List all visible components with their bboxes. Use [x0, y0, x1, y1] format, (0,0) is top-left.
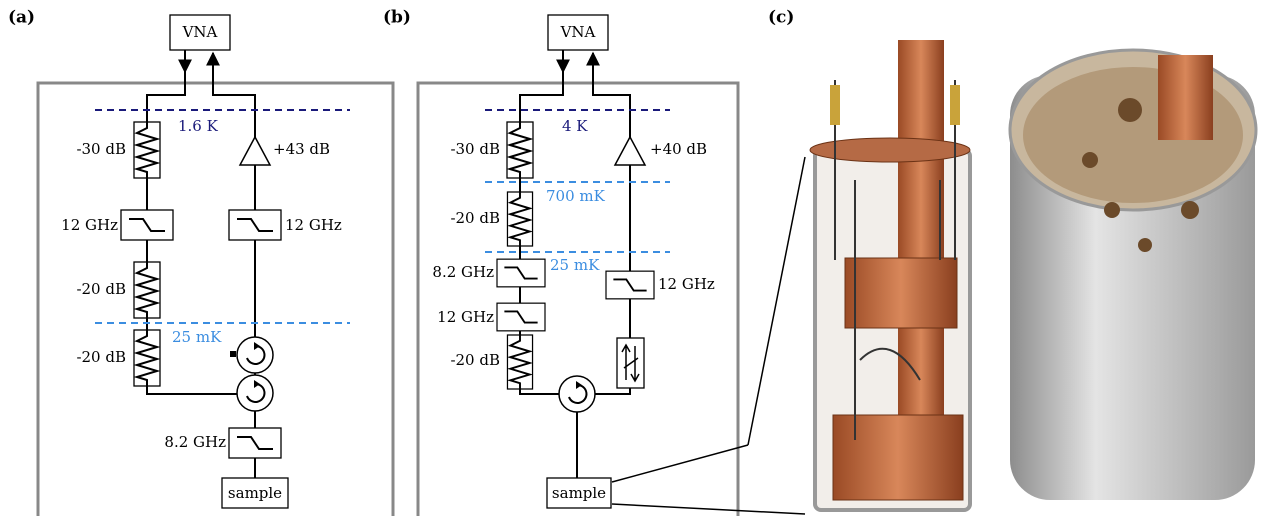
filter-label: 12 GHz: [285, 216, 342, 234]
vna: VNA: [182, 23, 218, 41]
panel-label: (b): [383, 8, 411, 28]
stage-label: 4 K: [562, 117, 588, 135]
vna: VNA: [560, 23, 596, 41]
atten-label: -20 dB: [76, 280, 126, 298]
fridge: [36, 81, 395, 520]
vna-box: [169, 14, 231, 51]
stage-label: 25 mK: [550, 256, 600, 274]
stage-label: 25 mK: [172, 328, 222, 346]
fridge: [416, 81, 740, 520]
panel-c: (c): [747, 8, 1258, 512]
sample: sample: [228, 484, 282, 502]
panel-label: (c): [768, 8, 794, 28]
filter-label: 12 GHz: [658, 275, 715, 293]
atten-label: -20 dB: [76, 348, 126, 366]
atten-label: -30 dB: [450, 140, 500, 158]
panel-label: (a): [8, 8, 35, 28]
panel-b: (b) VNA 4 K -30 dB +40 dB 700 mK -20 dB …: [383, 8, 806, 520]
stage-label: 1.6 K: [178, 117, 219, 135]
atten-label: -30 dB: [76, 140, 126, 158]
panel-a: (a) VNA 1.6 K -30 dB +43 dB 12 GHz 12 GH…: [8, 8, 395, 520]
stage-label: 700 mK: [546, 187, 606, 205]
amp-label: +43 dB: [273, 140, 330, 158]
filter-label: 8.2 GHz: [164, 433, 226, 451]
filter-label: 8.2 GHz: [432, 263, 494, 281]
filter-label: 12 GHz: [437, 308, 494, 326]
atten-label: -20 dB: [450, 351, 500, 369]
atten-label: -20 dB: [450, 209, 500, 227]
filter-label: 12 GHz: [61, 216, 118, 234]
amp-label: +40 dB: [650, 140, 707, 158]
sample: sample: [552, 484, 606, 502]
